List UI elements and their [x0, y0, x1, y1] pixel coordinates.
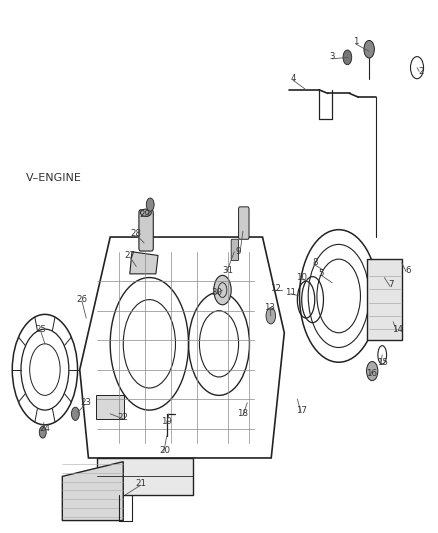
Polygon shape [367, 259, 402, 340]
Text: 26: 26 [76, 295, 88, 304]
Text: 6: 6 [406, 265, 411, 274]
Text: 9: 9 [236, 247, 241, 256]
Circle shape [367, 361, 378, 381]
Circle shape [214, 276, 231, 305]
Text: 14: 14 [392, 325, 403, 334]
Text: 10: 10 [296, 273, 307, 282]
Text: 28: 28 [131, 229, 142, 238]
Text: 5: 5 [318, 269, 324, 278]
Text: 16: 16 [366, 369, 377, 378]
FancyBboxPatch shape [96, 395, 124, 419]
Text: V–ENGINE: V–ENGINE [26, 173, 81, 183]
Polygon shape [62, 462, 123, 521]
Text: 21: 21 [135, 479, 146, 488]
Text: 7: 7 [388, 280, 394, 289]
Polygon shape [97, 458, 193, 495]
Circle shape [266, 308, 276, 324]
Text: 13: 13 [264, 303, 275, 311]
Ellipse shape [141, 209, 151, 216]
Circle shape [39, 426, 46, 438]
FancyBboxPatch shape [239, 207, 249, 239]
Text: 30: 30 [211, 288, 223, 297]
Circle shape [146, 198, 154, 211]
Polygon shape [130, 252, 158, 274]
Circle shape [71, 407, 79, 421]
FancyBboxPatch shape [139, 210, 153, 251]
Text: 18: 18 [237, 409, 248, 418]
Text: 23: 23 [81, 398, 92, 407]
Text: 24: 24 [39, 424, 50, 433]
Text: 11: 11 [285, 288, 297, 297]
Text: 31: 31 [222, 265, 233, 274]
Text: 2: 2 [419, 67, 424, 76]
Text: 4: 4 [290, 74, 296, 83]
Text: 3: 3 [329, 52, 335, 61]
Circle shape [364, 41, 374, 58]
Circle shape [343, 50, 352, 64]
Text: 15: 15 [377, 358, 388, 367]
Text: 22: 22 [118, 413, 129, 422]
Text: 8: 8 [312, 259, 318, 268]
Text: 17: 17 [296, 406, 307, 415]
Text: 1: 1 [353, 37, 359, 46]
FancyBboxPatch shape [231, 239, 239, 261]
Text: 12: 12 [270, 284, 281, 293]
Text: 25: 25 [35, 325, 46, 334]
Text: 20: 20 [159, 446, 170, 455]
Text: 19: 19 [161, 417, 172, 426]
Text: 29: 29 [140, 211, 150, 220]
Text: 27: 27 [124, 251, 135, 260]
